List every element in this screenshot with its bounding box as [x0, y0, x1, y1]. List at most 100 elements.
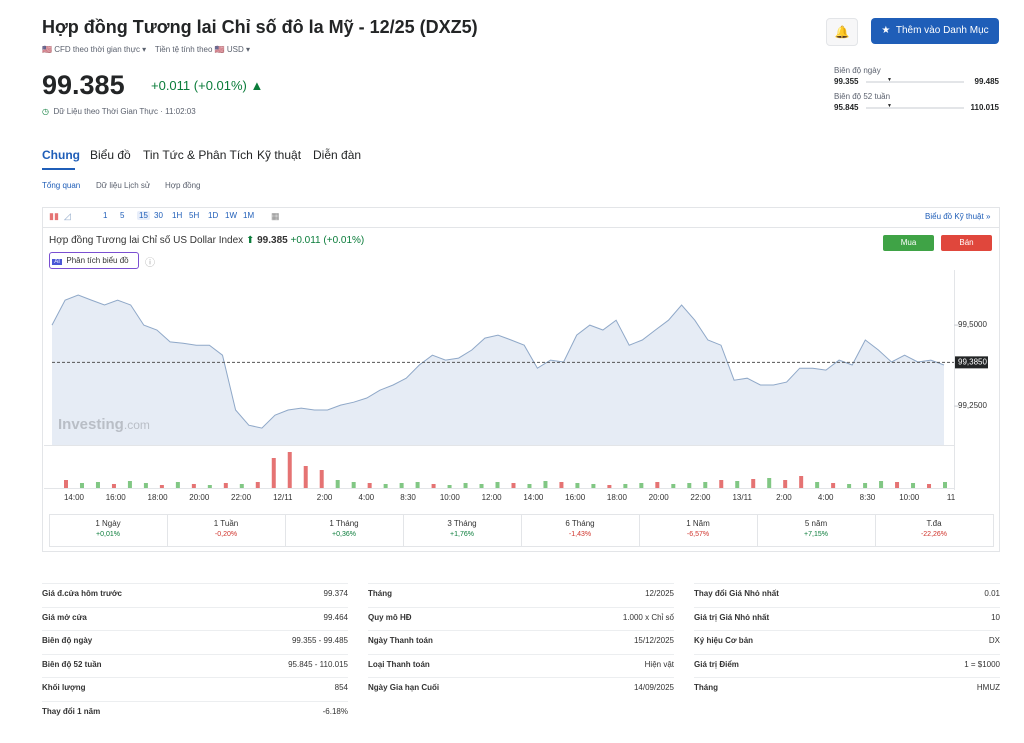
last-price-tag	[955, 356, 988, 369]
volume-bar	[847, 484, 852, 488]
perf-divider	[521, 514, 522, 547]
buy-button[interactable]: Mua	[883, 235, 934, 251]
volume-bar	[575, 483, 580, 488]
volume-bar	[111, 484, 116, 488]
tab[interactable]: Kỹ thuật	[257, 148, 302, 162]
sub-info: 🇺🇸 CFD theo thời gian thực ▾ Tiền tệ tín…	[42, 45, 250, 54]
stat-value: -6.18%	[322, 707, 348, 716]
stat-row-line	[694, 583, 1000, 584]
currency[interactable]: USD	[226, 45, 244, 54]
perf-period: 1 Năm	[686, 519, 710, 528]
x-tick-label: 22:00	[231, 493, 252, 502]
interval[interactable]: 15	[137, 211, 150, 220]
perf-period: 5 năm	[804, 519, 828, 528]
stat-row-line	[368, 606, 674, 608]
technical-link-text: Biểu đồ Kỹ thuật	[925, 212, 984, 221]
interval[interactable]: 30	[154, 211, 163, 220]
x-tick-label: 12:00	[482, 493, 503, 502]
volume-bar	[159, 485, 164, 488]
volume-bar	[895, 482, 900, 488]
volume-bar	[207, 485, 212, 488]
volume-bar	[815, 482, 820, 488]
interval[interactable]: 1D	[208, 211, 219, 220]
stat-row-line	[694, 606, 1000, 608]
sell-button[interactable]: Bán	[941, 235, 992, 251]
volume-bar	[623, 484, 628, 488]
interval[interactable]: 1H	[172, 211, 183, 220]
price-line	[51, 294, 945, 429]
volume-bar	[495, 482, 500, 488]
ai-button[interactable]: AI Phân tích biểu đồ	[49, 252, 139, 269]
add-watchlist-button[interactable]: ★ Thêm vào Danh Mục	[871, 18, 999, 44]
info-icon[interactable]: ⓘ	[145, 258, 155, 269]
range-bar	[866, 81, 964, 83]
price-change: +0.011 (+0.01%) ▲	[151, 78, 264, 93]
chart-price: 99.385	[257, 235, 288, 246]
perf-period: 3 Tháng	[447, 519, 477, 528]
range-label: Biên độ ngày	[834, 66, 881, 75]
interval[interactable]: 1W	[225, 211, 237, 220]
chart-type-icons[interactable]: ▮▮ ◿	[49, 211, 71, 221]
volume-bar	[799, 476, 804, 488]
volume-bar	[527, 484, 532, 488]
cfd-label[interactable]: CFD theo thời gian thực	[54, 45, 140, 54]
perf-period: T.đa	[926, 519, 942, 528]
range-high: 99.485	[974, 77, 999, 86]
range-label: Biên độ 52 tuần	[834, 92, 891, 101]
volume-bar	[511, 483, 516, 488]
stat-label: Loại Thanh toán	[368, 659, 430, 669]
subtab[interactable]: Dữ liệu Lịch sử	[96, 181, 151, 190]
volume-bar	[191, 484, 196, 488]
stat-value: 99.355 - 99.485	[291, 636, 348, 646]
x-tick-label: 8:30	[860, 493, 876, 502]
volume-bar	[735, 481, 740, 488]
interval[interactable]: 5	[120, 211, 125, 220]
perf-divider	[639, 514, 640, 547]
volume-bar	[591, 484, 596, 488]
volume-bar	[431, 484, 436, 488]
stat-value: 99.374	[323, 589, 348, 598]
indicator-icon[interactable]: ▦	[271, 211, 280, 221]
tab[interactable]: Biểu đồ	[90, 148, 131, 162]
x-tick-label: 12/11	[273, 493, 293, 502]
volume-bar	[367, 483, 372, 488]
volume-bar	[719, 480, 724, 488]
volume-bar	[223, 483, 228, 488]
tab[interactable]: Diễn đàn	[313, 148, 362, 162]
x-tick-label: 11	[947, 493, 956, 502]
stat-row-line	[368, 630, 674, 632]
perf-divider	[757, 514, 758, 547]
subtab[interactable]: Hợp đồng	[165, 181, 201, 190]
technical-link[interactable]: Biểu đồ Kỹ thuật »	[925, 212, 991, 221]
y-tick-label: 99,2500	[958, 401, 987, 410]
volume-bar	[559, 482, 564, 488]
x-tick-label: 16:00	[565, 493, 586, 502]
volume-bar	[463, 483, 468, 488]
stat-value: 95.845 - 110.015	[288, 659, 348, 669]
tab[interactable]: Chung	[42, 148, 80, 162]
perf-change: -6,57%	[686, 531, 710, 538]
x-tick-label: 4:00	[818, 493, 834, 502]
perf-period: 1 Tuần	[213, 519, 239, 528]
stat-label: Ký hiệu Cơ bản	[694, 636, 754, 646]
x-tick-label: 14:00	[523, 493, 544, 502]
alert-button[interactable]: 🔔	[826, 18, 858, 46]
range-low: 99.355	[834, 77, 859, 86]
perf-change: -22,26%	[920, 531, 948, 538]
volume-bar	[911, 483, 916, 488]
interval[interactable]: 1	[103, 211, 108, 220]
interval[interactable]: 1M	[243, 211, 255, 220]
stat-value: HMUZ	[976, 683, 1000, 693]
perf-change: +0,36%	[332, 531, 356, 538]
page-title: Hợp đồng Tương lai Chỉ số đô la Mỹ - 12/…	[42, 17, 478, 37]
volume-bar	[783, 480, 788, 488]
perf-divider	[285, 514, 286, 547]
stat-label: Thay đổi Giá Nhỏ nhất	[694, 589, 779, 598]
subtab[interactable]: Tổng quan	[42, 181, 81, 190]
tab[interactable]: Tin Tức & Phân Tích	[143, 148, 253, 162]
volume-bar	[655, 482, 660, 488]
stat-row-line	[694, 630, 1000, 632]
x-tick-label: 22:00	[690, 493, 711, 502]
interval[interactable]: 5H	[189, 211, 200, 220]
